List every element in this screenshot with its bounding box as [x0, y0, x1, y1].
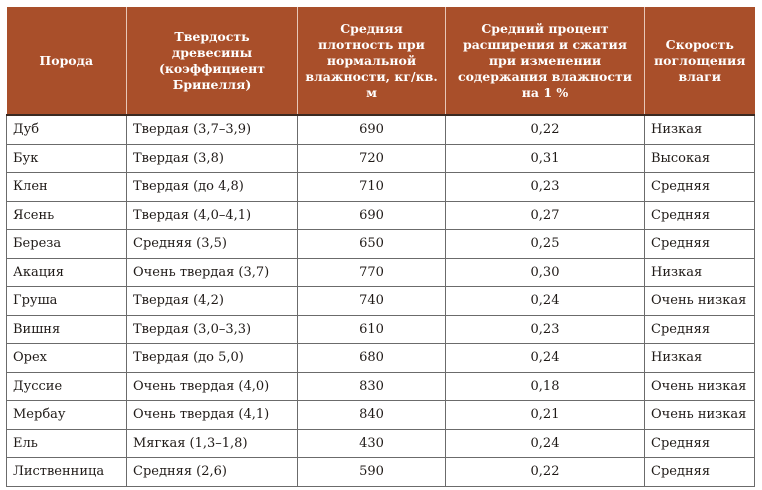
cell-absorption: Средняя: [644, 457, 755, 487]
cell-absorption: Средняя: [644, 429, 755, 458]
cell-density: 680: [297, 343, 446, 373]
cell-hardness: Очень твердая (3,7): [126, 258, 298, 287]
table-row: Орех Твердая (до 5,0) 680 0,24 Низкая: [6, 343, 755, 373]
cell-hardness: Очень твердая (4,1): [126, 400, 298, 430]
table-row: Береза Средняя (3,5) 650 0,25 Средняя: [6, 229, 755, 259]
cell-density: 710: [297, 172, 446, 202]
cell-species: Дуссие: [6, 372, 127, 401]
cell-hardness: Твердая (3,8): [126, 144, 298, 173]
cell-species: Орех: [6, 343, 127, 373]
header-density: Средняя плотность при нормальной влажнос…: [297, 7, 446, 115]
cell-species: Ель: [6, 429, 127, 458]
cell-hardness: Очень твердая (4,0): [126, 372, 298, 401]
cell-hardness: Твердая (3,7–3,9): [126, 115, 298, 145]
header-species: Порода: [6, 7, 127, 115]
cell-species: Береза: [6, 229, 127, 259]
cell-absorption: Очень низкая: [644, 286, 755, 316]
table-row: Лиственница Средняя (2,6) 590 0,22 Средняя: [6, 457, 755, 487]
cell-absorption: Средняя: [644, 315, 755, 344]
cell-species: Ясень: [6, 201, 127, 230]
table-row: Дуссие Очень твердая (4,0) 830 0,18 Очень ни…: [6, 372, 755, 401]
cell-expansion: 0,22: [445, 457, 645, 487]
cell-absorption: Очень низкая: [644, 372, 755, 401]
cell-expansion: 0,18: [445, 372, 645, 401]
table-row: Мербау Очень твердая (4,1) 840 0,21 Очень ни…: [6, 400, 755, 430]
cell-density: 770: [297, 258, 446, 287]
cell-hardness: Твердая (до 4,8): [126, 172, 298, 202]
table-row: Груша Твердая (4,2) 740 0,24 Очень низкая: [6, 286, 755, 316]
cell-expansion: 0,27: [445, 201, 645, 230]
cell-expansion: 0,31: [445, 144, 645, 173]
header-absorption: Скорость поглощения влаги: [644, 7, 755, 115]
cell-density: 830: [297, 372, 446, 401]
cell-expansion: 0,24: [445, 286, 645, 316]
wood-properties-table: Порода Твердость древесины (коэффициент …: [6, 7, 755, 487]
cell-absorption: Средняя: [644, 172, 755, 202]
table-row: Бук Твердая (3,8) 720 0,31 Высокая: [6, 144, 755, 173]
cell-hardness: Мягкая (1,3–1,8): [126, 429, 298, 458]
cell-absorption: Низкая: [644, 343, 755, 373]
table-row: Дуб Твердая (3,7–3,9) 690 0,22 Низкая: [6, 115, 755, 145]
cell-density: 430: [297, 429, 446, 458]
cell-hardness: Средняя (2,6): [126, 457, 298, 487]
cell-density: 650: [297, 229, 446, 259]
header-expansion: Средний процент расширения и сжатия при …: [445, 7, 645, 115]
cell-absorption: Высокая: [644, 144, 755, 173]
cell-expansion: 0,22: [445, 115, 645, 145]
table-row: Ель Мягкая (1,3–1,8) 430 0,24 Средняя: [6, 429, 755, 458]
cell-species: Лиственница: [6, 457, 127, 487]
cell-absorption: Низкая: [644, 258, 755, 287]
cell-species: Клен: [6, 172, 127, 202]
cell-expansion: 0,23: [445, 172, 645, 202]
cell-expansion: 0,25: [445, 229, 645, 259]
cell-hardness: Твердая (4,0–4,1): [126, 201, 298, 230]
cell-expansion: 0,23: [445, 315, 645, 344]
cell-hardness: Твердая (3,0–3,3): [126, 315, 298, 344]
cell-density: 610: [297, 315, 446, 344]
cell-density: 840: [297, 400, 446, 430]
table-body: Дуб Твердая (3,7–3,9) 690 0,22 Низкая Бук Твер…: [6, 115, 755, 487]
table-header-row: Порода Твердость древесины (коэффициент …: [6, 7, 755, 115]
cell-density: 690: [297, 201, 446, 230]
cell-species: Акация: [6, 258, 127, 287]
cell-species: Бук: [6, 144, 127, 173]
cell-species: Груша: [6, 286, 127, 316]
cell-expansion: 0,30: [445, 258, 645, 287]
cell-expansion: 0,24: [445, 429, 645, 458]
cell-density: 690: [297, 115, 446, 145]
cell-absorption: Низкая: [644, 115, 755, 145]
cell-absorption: Очень низкая: [644, 400, 755, 430]
cell-density: 740: [297, 286, 446, 316]
table-row: Ясень Твердая (4,0–4,1) 690 0,27 Средняя: [6, 201, 755, 230]
header-hardness: Твердость древесины (коэффициент Бринелл…: [126, 7, 298, 115]
cell-species: Дуб: [6, 115, 127, 145]
wood-properties-table-container: Порода Твердость древесины (коэффициент …: [6, 7, 755, 487]
cell-hardness: Твердая (до 5,0): [126, 343, 298, 373]
cell-species: Вишня: [6, 315, 127, 344]
cell-density: 720: [297, 144, 446, 173]
cell-hardness: Твердая (4,2): [126, 286, 298, 316]
cell-expansion: 0,21: [445, 400, 645, 430]
table-row: Акация Очень твердая (3,7) 770 0,30 Низкая: [6, 258, 755, 287]
table-row: Вишня Твердая (3,0–3,3) 610 0,23 Средняя: [6, 315, 755, 344]
cell-density: 590: [297, 457, 446, 487]
cell-hardness: Средняя (3,5): [126, 229, 298, 259]
table-row: Клен Твердая (до 4,8) 710 0,23 Средняя: [6, 172, 755, 202]
cell-expansion: 0,24: [445, 343, 645, 373]
cell-absorption: Средняя: [644, 229, 755, 259]
cell-absorption: Средняя: [644, 201, 755, 230]
cell-species: Мербау: [6, 400, 127, 430]
